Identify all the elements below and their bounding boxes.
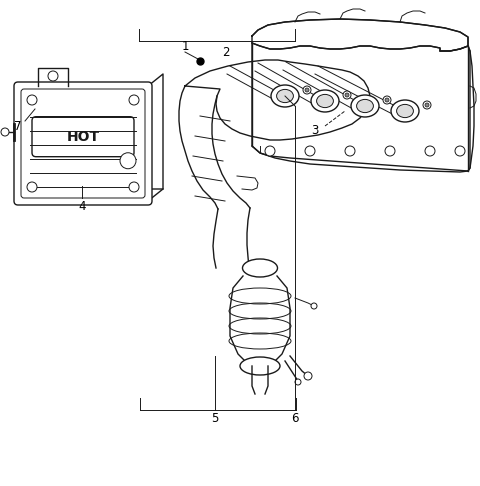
Circle shape (311, 303, 317, 309)
Circle shape (345, 93, 349, 97)
Text: 4: 4 (78, 199, 86, 212)
Circle shape (383, 96, 391, 104)
Text: HOT: HOT (66, 130, 99, 144)
Circle shape (120, 153, 136, 169)
FancyBboxPatch shape (32, 117, 134, 156)
Circle shape (295, 379, 301, 385)
Ellipse shape (317, 94, 334, 107)
Circle shape (48, 71, 58, 81)
FancyBboxPatch shape (14, 82, 152, 205)
Circle shape (303, 86, 311, 94)
Circle shape (345, 146, 355, 156)
Circle shape (455, 146, 465, 156)
Circle shape (343, 91, 351, 99)
Ellipse shape (271, 85, 299, 107)
Circle shape (423, 101, 431, 109)
Circle shape (1, 128, 9, 136)
Text: 3: 3 (312, 124, 319, 138)
Circle shape (385, 98, 389, 102)
Ellipse shape (396, 104, 413, 118)
Circle shape (385, 146, 395, 156)
Circle shape (304, 372, 312, 380)
Ellipse shape (242, 259, 277, 277)
Circle shape (27, 95, 37, 105)
Circle shape (425, 146, 435, 156)
Circle shape (305, 88, 309, 92)
Ellipse shape (311, 90, 339, 112)
Ellipse shape (391, 100, 419, 122)
Ellipse shape (276, 89, 293, 103)
Circle shape (265, 146, 275, 156)
Text: 7: 7 (14, 120, 22, 133)
Text: 1: 1 (181, 39, 189, 52)
Circle shape (305, 146, 315, 156)
Text: 5: 5 (211, 412, 219, 424)
Circle shape (129, 95, 139, 105)
Ellipse shape (351, 95, 379, 117)
Circle shape (425, 103, 429, 107)
Circle shape (129, 182, 139, 192)
Text: 2: 2 (222, 47, 229, 59)
Circle shape (27, 182, 37, 192)
Text: 6: 6 (291, 412, 299, 424)
Ellipse shape (357, 100, 373, 113)
Ellipse shape (240, 357, 280, 375)
